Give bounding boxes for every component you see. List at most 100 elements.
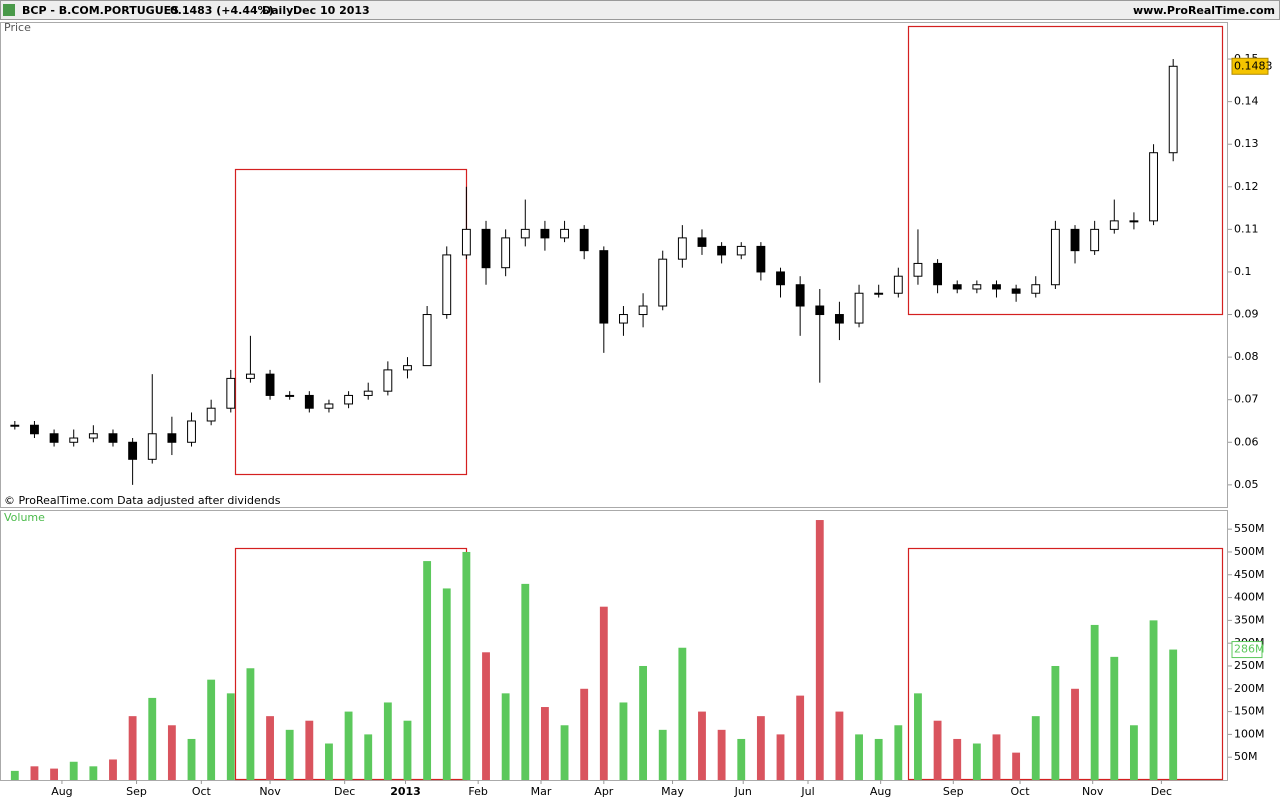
- volume-bar: [1090, 624, 1099, 780]
- volume-bar: [383, 702, 392, 780]
- volume-bar: [619, 702, 628, 780]
- candle-body: [285, 394, 295, 397]
- volume-bar: [580, 688, 589, 780]
- y-tick-label: 350M: [1234, 613, 1265, 626]
- x-tick-label: Aug: [870, 785, 891, 798]
- y-tick-label: 0.13: [1234, 137, 1259, 150]
- candle-body: [677, 237, 687, 260]
- candle-body: [579, 228, 589, 252]
- candle-body: [344, 394, 354, 405]
- x-tick-label: Jul: [800, 785, 814, 798]
- volume-bar: [1051, 665, 1060, 780]
- candle-body: [461, 228, 471, 256]
- volume-bar: [776, 734, 785, 780]
- price-panel: [0, 22, 1228, 508]
- volume-bar: [482, 652, 490, 780]
- volume-bar: [658, 729, 667, 780]
- y-tick-label: 0.1: [1234, 265, 1252, 278]
- candle-body: [697, 237, 707, 247]
- candle-body: [1070, 228, 1080, 252]
- volume-bar: [364, 734, 373, 780]
- y-tick-label: 0.06: [1234, 435, 1259, 448]
- note: © ProRealTime.com Data adjusted after di…: [4, 494, 281, 507]
- y-tick-label: 150M: [1234, 705, 1265, 718]
- volume-bar: [599, 606, 608, 780]
- candle-body: [913, 262, 923, 277]
- candle-body: [1090, 228, 1100, 252]
- candle-body: [834, 314, 844, 324]
- y-tick-label: 100M: [1234, 727, 1265, 740]
- candle-body: [560, 228, 569, 239]
- candle-body: [619, 314, 628, 324]
- annotation-box: [907, 25, 1224, 316]
- volume-bar: [1169, 649, 1178, 780]
- candle-body: [776, 271, 785, 286]
- volume-bar: [835, 711, 844, 780]
- candle-body: [952, 284, 962, 290]
- candle-body: [756, 245, 766, 273]
- x-tick-label: Nov: [259, 785, 281, 798]
- annotation-box: [907, 547, 1224, 781]
- volume-bar: [992, 734, 1001, 780]
- x-tick-label: Sep: [943, 785, 964, 798]
- volume-bar: [756, 716, 765, 780]
- volume-bar: [305, 720, 314, 780]
- volume-bar: [1071, 688, 1079, 780]
- volume-bar: [423, 561, 432, 780]
- x-tick-label: 2013: [390, 785, 421, 798]
- volume-panel: [0, 510, 1228, 781]
- volume-bar: [933, 720, 942, 780]
- chart-title: BCP - B.COM.PORTUGUES: [22, 4, 179, 17]
- candle-body: [874, 292, 884, 295]
- volume-bar: [1012, 752, 1021, 780]
- candle-body: [147, 433, 157, 460]
- y-tick-label: 450M: [1234, 568, 1265, 581]
- y-tick-label: 200M: [1234, 682, 1265, 695]
- y-tick-label: 50M: [1234, 750, 1258, 763]
- candle-body: [10, 424, 20, 427]
- candle-body: [226, 377, 236, 409]
- volume-bar: [226, 693, 235, 780]
- volume-bar: [325, 743, 333, 780]
- candle-body: [599, 250, 609, 324]
- x-tick-label: Dec: [334, 785, 355, 798]
- x-tick-label: Aug: [51, 785, 72, 798]
- volume-bar: [403, 720, 412, 780]
- candle-body: [933, 262, 943, 286]
- x-tick-label: Nov: [1082, 785, 1104, 798]
- candle-body: [717, 245, 727, 256]
- volume-bar: [874, 738, 883, 780]
- volume-bar: [344, 711, 353, 780]
- volume-bar: [109, 759, 117, 780]
- price-change: 0.1483 (+4.44%): [170, 4, 274, 17]
- x-tick-label: Feb: [468, 785, 487, 798]
- volume-bar: [207, 679, 216, 780]
- volume-bar: [266, 716, 274, 780]
- candle-body: [265, 373, 275, 396]
- volume-bar: [148, 697, 157, 780]
- candle-body: [815, 305, 825, 316]
- candle-body: [1011, 288, 1021, 294]
- candle-body: [1168, 65, 1178, 154]
- y-tick-label: 0.07: [1234, 393, 1259, 406]
- candle-body: [167, 433, 177, 443]
- volume-bar: [1110, 656, 1119, 780]
- last-volume-box: [1231, 641, 1263, 659]
- x-tick-label: Oct: [1011, 785, 1031, 798]
- candle-body: [992, 284, 1001, 290]
- annotation-box: [234, 168, 468, 476]
- last-volume-label: 286M: [1234, 643, 1265, 656]
- last-price-label: 0.1483: [1234, 59, 1273, 72]
- volume-bar: [50, 768, 59, 780]
- y-tick-label: 0.05: [1234, 478, 1259, 491]
- candle-body: [88, 433, 98, 439]
- y-tick-label: 0.14: [1234, 95, 1259, 108]
- volume-bar: [462, 551, 471, 780]
- panel-label: Price: [4, 21, 31, 34]
- candle-body: [658, 258, 668, 307]
- candle-body: [30, 424, 39, 435]
- candle-body: [304, 394, 314, 409]
- candle-body: [442, 254, 452, 316]
- candle-body: [520, 228, 530, 239]
